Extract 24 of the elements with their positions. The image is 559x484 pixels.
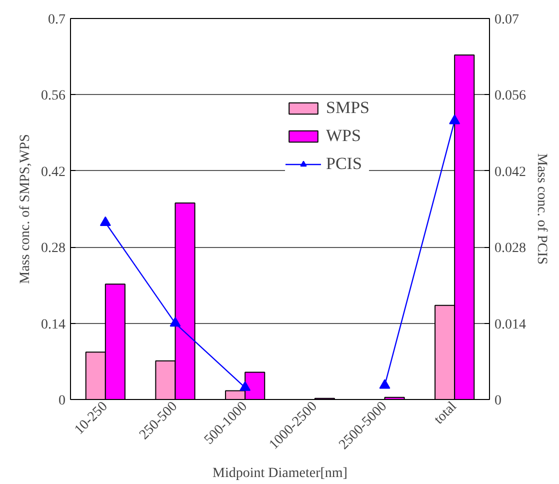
legend-label: PCIS [326, 154, 362, 174]
point [170, 317, 181, 327]
y-tick-label: 0.56 [41, 88, 66, 104]
y2-axis-title: Mass conc. of PCIS [534, 153, 549, 265]
point [100, 216, 111, 226]
y-tick-label: 0.28 [41, 241, 66, 256]
y-tick-label: 0.7 [48, 12, 66, 28]
y2-tick-label: 0.056 [494, 88, 526, 104]
y-tick-label: 0.14 [41, 317, 66, 332]
point [449, 114, 460, 124]
y2-tick-label: 0 [494, 394, 502, 408]
legend-label: SMPS [326, 98, 370, 118]
y2-tick-label: 0.028 [494, 241, 526, 256]
y2-tick-label: 0.014 [494, 317, 526, 332]
y-tick-label: 0 [58, 394, 66, 408]
y-tick-label: 0.42 [41, 164, 66, 180]
x-tick-label: total [432, 399, 460, 428]
legend-label: WPS [326, 126, 361, 146]
y-axis-title: Mass conc. of SMPS,WPS [18, 134, 33, 284]
y2-tick-label: 0.07 [494, 12, 519, 28]
y2-tick-label: 0.042 [494, 164, 526, 180]
point [240, 381, 251, 391]
point [379, 379, 390, 389]
x-axis-title: Midpoint Diameter[nm] [212, 466, 348, 481]
